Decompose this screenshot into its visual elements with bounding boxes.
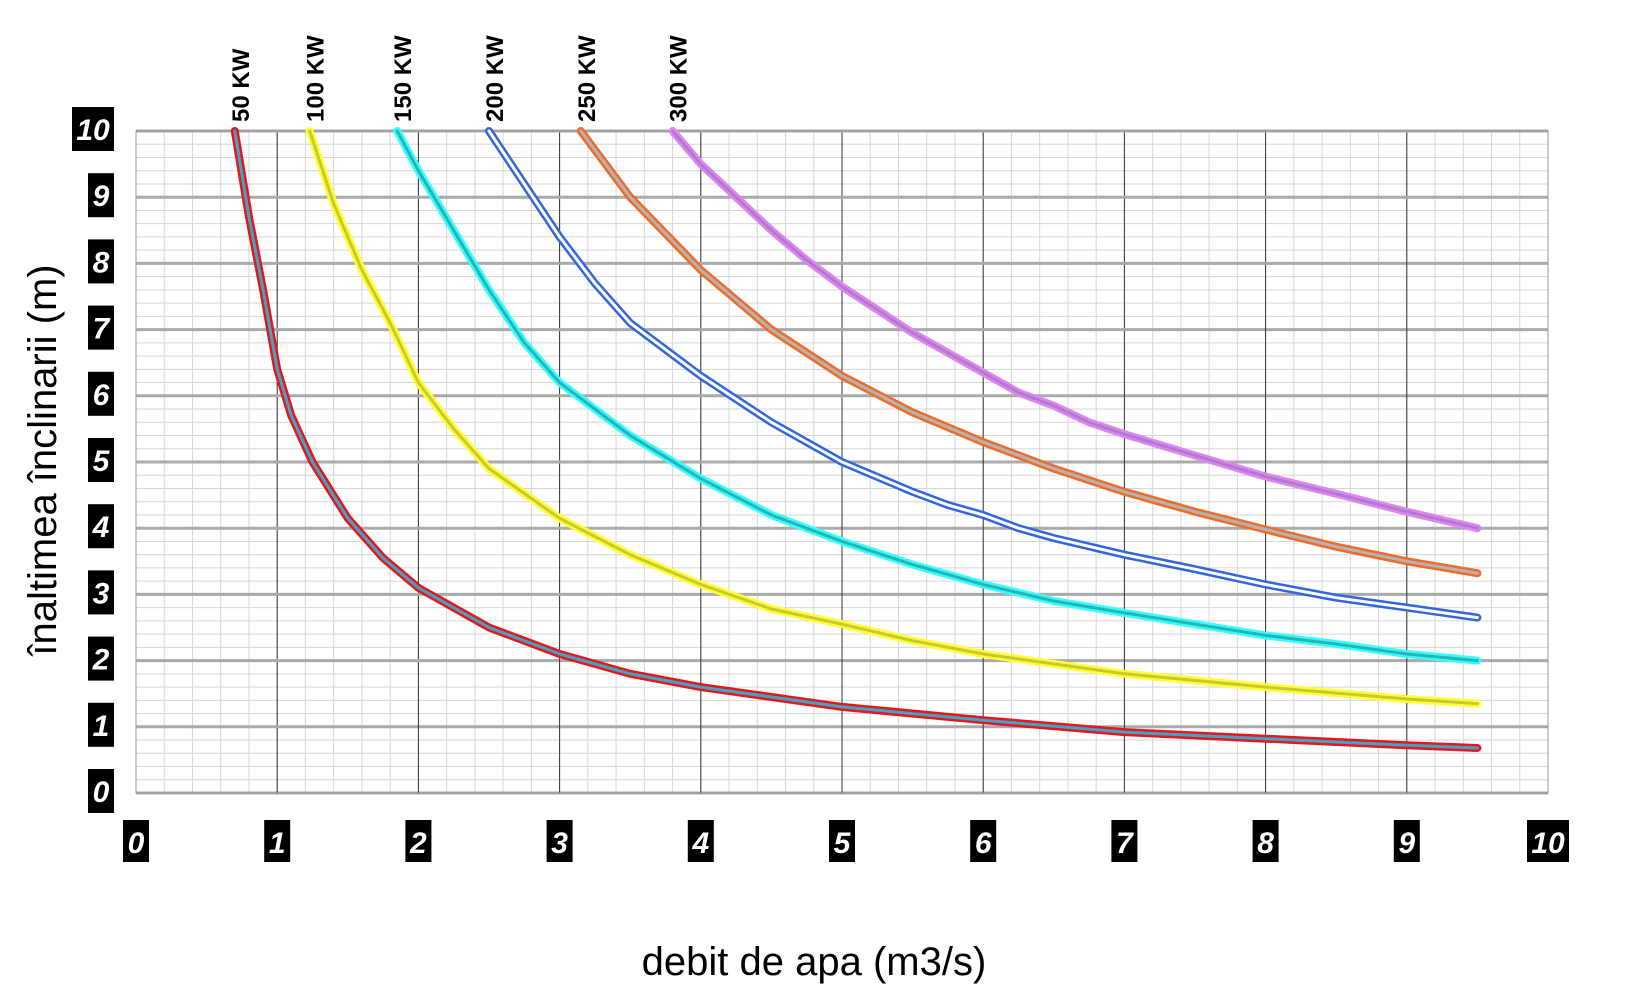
- y-tick-label: 1: [88, 702, 114, 747]
- y-tick-label: 10: [72, 107, 114, 151]
- x-tick-text: 0: [128, 827, 145, 860]
- y-tick-box: [88, 504, 114, 549]
- y-tick-label: 2: [88, 636, 114, 681]
- y-tick-box: [88, 305, 114, 350]
- x-tick-text: 4: [691, 827, 709, 860]
- series-layer: [230, 127, 1482, 752]
- series-label-1: 100 KW: [303, 35, 330, 122]
- y-tick-text: 7: [93, 313, 111, 346]
- x-tick-box: [1111, 820, 1138, 862]
- series-labels: 50 KW 100 KW 150 KW 200 KW 250 KW 300 KW: [228, 35, 693, 122]
- y-tick-text: 5: [93, 445, 111, 478]
- x-tick-text: 2: [409, 827, 427, 860]
- y-tick-label: 0: [88, 769, 114, 813]
- series-0: [230, 127, 1482, 752]
- x-tick-label: 2: [405, 820, 432, 862]
- y-tick-text: 8: [93, 246, 110, 279]
- x-tick-box: [1252, 820, 1279, 862]
- y-tick-text: 6: [93, 379, 110, 412]
- series-label-2: 150 KW: [390, 35, 417, 122]
- y-tick-box: [88, 570, 114, 615]
- x-tick-label: 3: [546, 820, 573, 862]
- y-tick-box: [88, 769, 114, 813]
- x-axis-title: debit de apa (m3/s): [642, 940, 987, 984]
- x-tick-text: 5: [834, 827, 852, 860]
- x-tick-label: 6: [970, 820, 997, 862]
- y-tick-text: 2: [92, 644, 110, 677]
- series-line-inner: [233, 129, 1479, 750]
- y-tick-label: 3: [88, 570, 114, 615]
- y-tick-box: [88, 173, 114, 218]
- x-tick-box: [405, 820, 432, 862]
- x-tick-box: [123, 820, 149, 862]
- y-tick-text: 1: [93, 710, 110, 743]
- series-4: [576, 127, 1482, 578]
- y-tick-box: [88, 239, 114, 284]
- x-tick-label: 5: [829, 820, 855, 862]
- y-tick-label: 6: [88, 371, 114, 416]
- y-tick-box: [88, 438, 114, 482]
- x-tick-labels: 0 1 2 3 4 5 6 7 8 9 10: [123, 820, 1569, 862]
- x-tick-text: 8: [1257, 827, 1274, 860]
- series-label-3: 200 KW: [482, 35, 509, 122]
- series-line-inner: [671, 129, 1479, 530]
- x-tick-label: 8: [1252, 820, 1279, 862]
- y-tick-labels: 0 1 2 3 4 5 6 7 8 9 10: [72, 107, 114, 813]
- y-tick-box: [88, 636, 114, 681]
- x-tick-label: 7: [1111, 820, 1138, 862]
- series-label-5: 300 KW: [666, 35, 693, 122]
- series-line-inner: [308, 129, 1479, 706]
- y-tick-text: 10: [76, 114, 110, 147]
- x-tick-label: 0: [123, 820, 149, 862]
- x-tick-box: [264, 820, 291, 862]
- x-tick-box: [1527, 820, 1569, 862]
- y-tick-text: 3: [93, 577, 110, 610]
- y-tick-text: 9: [93, 180, 110, 213]
- y-tick-label: 4: [88, 504, 114, 549]
- y-tick-label: 7: [88, 305, 114, 350]
- y-axis-title: înaltimea înclinarii (m): [21, 264, 65, 656]
- x-tick-label: 4: [687, 820, 714, 862]
- x-tick-text: 3: [551, 827, 568, 860]
- y-tick-label: 9: [88, 173, 114, 218]
- series-2: [393, 127, 1482, 665]
- y-tick-text: 0: [93, 776, 110, 809]
- x-tick-text: 6: [975, 827, 992, 860]
- plot-frame: [135, 130, 1549, 794]
- series-1: [305, 127, 1482, 708]
- y-tick-label: 5: [88, 438, 114, 482]
- grid-major: [135, 129, 1549, 795]
- series-line-inner: [395, 129, 1479, 663]
- y-tick-box: [72, 107, 114, 151]
- x-tick-box: [970, 820, 997, 862]
- x-tick-text: 1: [269, 827, 286, 860]
- y-tick-label: 8: [88, 239, 114, 284]
- series-3: [485, 127, 1482, 622]
- x-tick-box: [687, 820, 714, 862]
- series-5: [668, 127, 1482, 533]
- x-tick-text: 7: [1116, 827, 1134, 860]
- series-line-inner: [579, 129, 1479, 575]
- x-tick-text: 9: [1398, 827, 1415, 860]
- y-tick-text: 4: [92, 511, 110, 544]
- x-tick-box: [546, 820, 573, 862]
- x-tick-label: 9: [1393, 820, 1420, 862]
- series-label-4: 250 KW: [574, 35, 601, 122]
- x-tick-box: [1393, 820, 1420, 862]
- series-line-outer: [305, 127, 1482, 708]
- x-tick-label: 1: [264, 820, 291, 862]
- x-tick-box: [829, 820, 855, 862]
- series-label-0: 50 KW: [228, 48, 255, 122]
- y-tick-box: [88, 702, 114, 747]
- x-tick-label: 10: [1527, 820, 1569, 862]
- series-line-inner: [487, 129, 1479, 620]
- y-tick-box: [88, 371, 114, 416]
- x-tick-text: 10: [1531, 827, 1565, 860]
